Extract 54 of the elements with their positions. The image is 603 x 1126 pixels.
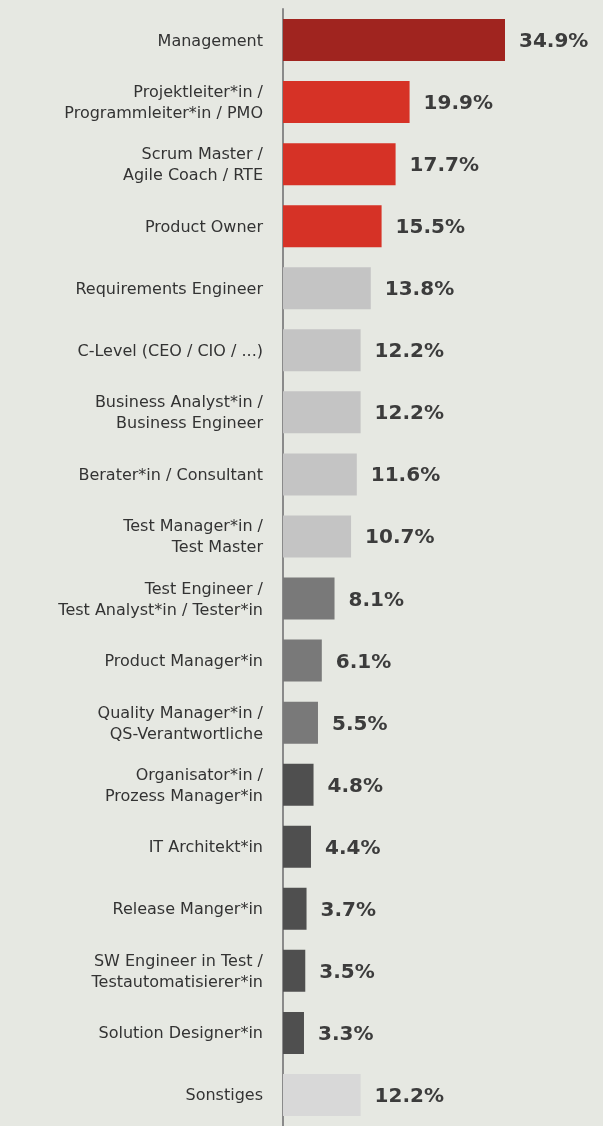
data-label: 12.2% (374, 338, 444, 363)
bar (283, 639, 322, 682)
data-label: 12.2% (374, 1082, 444, 1107)
data-label: 4.4% (324, 834, 381, 859)
bar (283, 949, 306, 992)
data-label: 3.7% (320, 896, 376, 921)
bar (283, 205, 382, 248)
bar (283, 329, 361, 372)
bar (283, 267, 371, 310)
y-tick-label: Test Manager*in / Test Master (122, 516, 264, 557)
data-label: 19.9% (423, 90, 493, 115)
bar (283, 577, 335, 620)
y-tick-label: Quality Manager*in / QS-Verantwortliche (97, 702, 264, 743)
bar (283, 453, 357, 496)
data-label: 34.9% (519, 28, 589, 53)
y-tick-label: Management (157, 30, 263, 50)
bar (283, 701, 318, 744)
bar (283, 1073, 361, 1116)
y-tick-label: Scrum Master / Agile Coach / RTE (122, 144, 264, 185)
data-label: 11.6% (370, 462, 441, 487)
y-tick-label: C-Level (CEO / CIO / ...) (77, 340, 263, 360)
y-tick-label: Berater*in / Consultant (78, 464, 263, 484)
data-label: 13.8% (384, 276, 455, 301)
data-label: 5.5% (331, 710, 388, 735)
bar (283, 81, 410, 124)
bar (283, 763, 314, 806)
bar (283, 515, 352, 558)
y-tick-label: Sonstiges (185, 1085, 263, 1105)
data-label: 6.1% (335, 648, 392, 673)
y-tick-label: Organisator*in / Prozess Manager*in (104, 764, 264, 805)
data-label: 10.7% (365, 524, 435, 549)
bar (283, 1011, 304, 1054)
data-label: 4.8% (327, 772, 383, 797)
y-tick-label: Release Manger*in (112, 899, 263, 919)
y-tick-label: Solution Designer*in (98, 1023, 263, 1043)
data-label: 12.2% (374, 400, 444, 425)
bar (283, 825, 311, 868)
y-tick-label: Product Owner (144, 216, 264, 236)
bar (283, 19, 505, 62)
y-tick-label: Business Analyst*in / Business Engineer (94, 392, 264, 433)
data-label: 15.5% (395, 214, 465, 239)
data-label: 8.1% (348, 586, 404, 611)
y-tick-label: IT Architekt*in (148, 837, 263, 857)
y-tick-label: Requirements Engineer (75, 278, 264, 298)
bar (283, 143, 396, 186)
y-tick-label: Product Manager*in (104, 651, 263, 671)
data-label: 3.3% (317, 1020, 374, 1045)
y-tick-label: SW Engineer in Test / Testautomatisierer*in (90, 950, 264, 991)
y-tick-label: Projektleiter*in / Programmleiter*in / PMO (64, 82, 264, 123)
bar (283, 391, 361, 434)
data-label: 3.5% (319, 958, 375, 983)
y-tick-label: Test Engineer / Test Analyst*in / Tester*in (57, 578, 264, 619)
data-label: 17.7% (409, 152, 479, 177)
bar (283, 887, 307, 930)
